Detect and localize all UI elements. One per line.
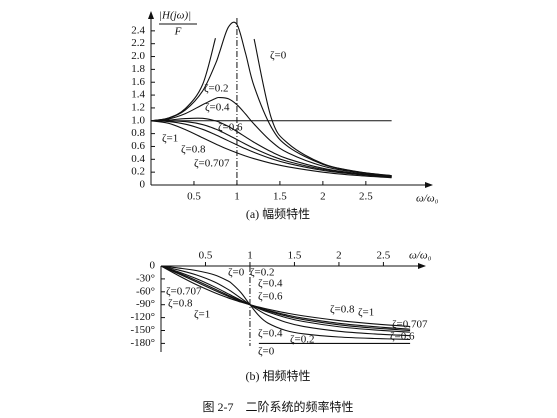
curve-label: ζ=0.4 — [258, 278, 283, 290]
curve-label: ζ=0.6 — [258, 291, 283, 303]
chart: ω/ω₀ (b) 相频特性 0.5 1 1.5 2 2.5 0-30°-60°-90°-120… — [130, 250, 431, 383]
x-axis-label: ω/ω₀ — [416, 193, 439, 205]
curve — [150, 120, 392, 178]
curve-label: ζ=0.707 — [166, 286, 202, 298]
y-tick-label: 2.4 — [131, 24, 145, 36]
y-tick-label: 1.8 — [131, 63, 145, 75]
curve-label: ζ=0.707 — [392, 319, 428, 331]
y-tick-label: 0.2 — [131, 166, 145, 178]
figure-caption: 图 2-7 二阶系统的频率特性 — [203, 399, 354, 414]
y-tick-label: 1.4 — [131, 89, 145, 101]
y-axis-label: |H(jω)| — [159, 10, 191, 22]
chart-caption: (b) 相频特性 — [246, 368, 311, 383]
x-tick-label: 2 — [336, 250, 342, 262]
curve-label: ζ=1 — [358, 307, 374, 319]
x-tick-label: 2.5 — [359, 191, 373, 203]
x-tick-label: 0.5 — [187, 191, 201, 203]
y-tick-label: -180° — [130, 337, 155, 349]
curve-label: ζ=0.6 — [218, 122, 243, 134]
curve-label: ζ=0.2 — [290, 334, 315, 346]
x-tick-label: 1 — [234, 191, 240, 203]
y-tick-label: 1.2 — [131, 101, 145, 113]
curve — [160, 265, 411, 328]
y-tick-label: -60° — [136, 285, 155, 297]
y-tick-label: 1.6 — [131, 76, 145, 88]
curve-label: ζ=0.8 — [181, 144, 206, 156]
y-tick-label: 0 — [140, 179, 146, 191]
x-tick-label: 1 — [247, 250, 253, 262]
curve — [150, 120, 392, 179]
y-tick-label: 0.4 — [131, 153, 145, 165]
curve — [150, 120, 392, 178]
curve-label: ζ=0.2 — [204, 83, 229, 95]
y-axis-label-denominator: F — [174, 26, 182, 38]
y-tick-label: 0 — [150, 260, 156, 272]
y-tick-label: 2.2 — [131, 37, 145, 49]
curve-label: ζ=0.707 — [194, 158, 230, 170]
curve-label: ζ=0.2 — [250, 267, 275, 279]
curve-label: ζ=0.8 — [330, 304, 355, 316]
curve-label: ζ=0 — [228, 267, 245, 279]
x-tick-label: 0.5 — [199, 250, 213, 262]
curve-label: ζ=0.8 — [168, 298, 193, 310]
curve — [161, 265, 411, 344]
curve-label: ζ=1 — [162, 133, 178, 145]
curve — [150, 21, 392, 177]
curve — [150, 96, 392, 177]
x-tick-label: 2 — [320, 191, 326, 203]
chart-caption: (a) 幅频特性 — [246, 206, 310, 221]
y-tick-label: -90° — [136, 298, 155, 310]
curve-label: ζ=0.4 — [258, 328, 283, 340]
x-tick-label: 2.5 — [377, 250, 391, 262]
curve-label: ζ=0 — [270, 50, 287, 62]
y-tick-label: 1.0 — [131, 114, 145, 126]
curve — [160, 265, 411, 337]
x-axis-label: ω/ω₀ — [409, 250, 432, 262]
y-tick-label: -150° — [130, 324, 155, 336]
y-tick-label: -120° — [130, 311, 155, 323]
x-tick-label: 1.5 — [288, 250, 302, 262]
curve-label: ζ=0.4 — [205, 102, 230, 114]
curve — [150, 117, 392, 178]
y-tick-label: 0.6 — [131, 140, 145, 152]
y-tick-label: 2.0 — [131, 50, 145, 62]
y-tick-label: 0.8 — [131, 127, 145, 139]
y-tick-label: -30° — [136, 272, 155, 284]
curve-label: ζ=0 — [258, 346, 275, 358]
x-tick-label: 1.5 — [273, 191, 287, 203]
curve-label: ζ=0.6 — [390, 331, 415, 343]
curve-label: ζ=1 — [194, 309, 210, 321]
